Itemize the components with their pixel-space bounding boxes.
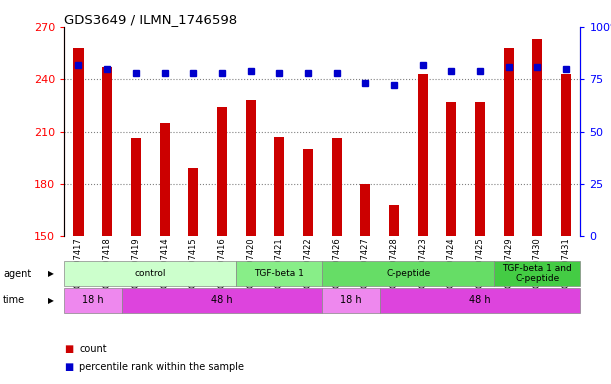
Text: 48 h: 48 h <box>469 295 491 306</box>
Bar <box>447 102 456 236</box>
Bar <box>64 288 122 313</box>
Text: TGF-beta 1: TGF-beta 1 <box>254 269 304 278</box>
Text: 18 h: 18 h <box>340 295 362 306</box>
Text: count: count <box>79 344 107 354</box>
Bar <box>274 137 284 236</box>
Bar <box>475 102 485 236</box>
Bar <box>561 74 571 236</box>
Bar <box>159 123 170 236</box>
Text: GDS3649 / ILMN_1746598: GDS3649 / ILMN_1746598 <box>64 13 237 26</box>
Bar <box>102 67 112 236</box>
Bar <box>503 48 514 236</box>
Text: ■: ■ <box>64 362 73 372</box>
Bar <box>188 168 198 236</box>
Text: 18 h: 18 h <box>82 295 104 306</box>
Bar <box>122 288 323 313</box>
Bar <box>246 100 255 236</box>
Text: time: time <box>3 295 25 306</box>
Bar <box>379 288 580 313</box>
Bar <box>64 261 236 286</box>
Text: control: control <box>134 269 166 278</box>
Bar <box>494 261 580 286</box>
Bar <box>217 107 227 236</box>
Bar <box>360 184 370 236</box>
Bar <box>73 48 84 236</box>
Bar <box>389 205 399 236</box>
Bar <box>332 139 342 236</box>
Bar <box>131 139 141 236</box>
Text: C-peptide: C-peptide <box>386 269 431 278</box>
Bar <box>323 288 379 313</box>
Text: 48 h: 48 h <box>211 295 233 306</box>
Text: ▶: ▶ <box>48 296 54 305</box>
Text: ■: ■ <box>64 344 73 354</box>
Text: percentile rank within the sample: percentile rank within the sample <box>79 362 244 372</box>
Bar <box>418 74 428 236</box>
Bar <box>323 261 494 286</box>
Bar <box>532 39 543 236</box>
Text: agent: agent <box>3 268 31 279</box>
Text: ▶: ▶ <box>48 269 54 278</box>
Bar <box>303 149 313 236</box>
Bar <box>236 261 323 286</box>
Text: TGF-beta 1 and
C-peptide: TGF-beta 1 and C-peptide <box>503 264 573 283</box>
